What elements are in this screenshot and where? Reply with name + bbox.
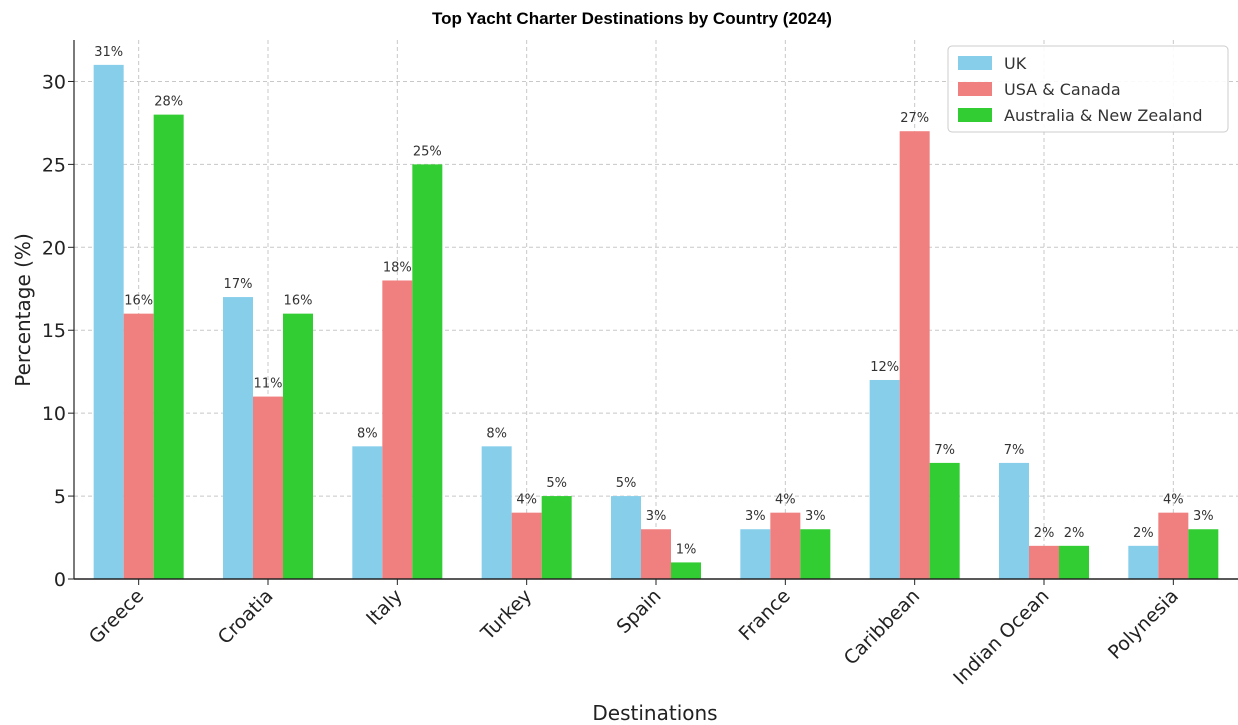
bar: [352, 446, 383, 579]
x-axis-label: Destinations: [592, 701, 717, 725]
y-tick-label: 30: [42, 71, 66, 93]
axes: 0 5 10 15 20 25 30 Greece Croatia Italy Turkey Spai…: [42, 40, 1238, 689]
legend-swatch: [958, 56, 992, 70]
bar: [93, 64, 124, 579]
data-label: 3%: [646, 509, 667, 524]
bar: [541, 496, 572, 579]
y-tick-label: 10: [42, 403, 66, 425]
bar: [382, 280, 413, 579]
bar: [481, 446, 512, 579]
x-tick-label: Caribbean: [840, 585, 924, 669]
data-label: 7%: [934, 443, 955, 458]
data-label: 16%: [284, 294, 313, 309]
y-tick-label: 5: [54, 486, 66, 508]
bar: [999, 462, 1029, 579]
bar: [153, 114, 184, 579]
bar: [800, 529, 831, 579]
x-tick-label: Croatia: [214, 585, 278, 649]
legend-label: Australia & New Zealand: [1004, 106, 1203, 125]
data-label: 25%: [413, 144, 442, 159]
bar: [1128, 545, 1159, 579]
bar: [511, 512, 542, 579]
bar: [223, 297, 253, 579]
legend-label: USA & Canada: [1004, 80, 1121, 99]
data-label: 2%: [1133, 526, 1154, 541]
bar: [1188, 529, 1219, 579]
x-tick-label: Italy: [362, 585, 407, 630]
legend-box: [947, 45, 1229, 133]
bar: [283, 313, 313, 579]
data-label: 8%: [357, 426, 378, 441]
bar: [671, 562, 701, 579]
data-label: 11%: [254, 377, 283, 392]
bar: [641, 529, 671, 579]
data-labels: 31% 16% 28% 17% 11% 16% 8% 18% 25% 8% 4% 5% 5% 3% 1% 3%…: [94, 45, 1213, 558]
bar: [611, 496, 641, 579]
bar: [869, 379, 900, 579]
data-label: 1%: [676, 542, 697, 557]
y-axis-label: Percentage (%): [11, 233, 35, 386]
legend-swatch: [958, 108, 992, 122]
bar: [412, 164, 443, 579]
data-label: 3%: [745, 509, 766, 524]
x-tick-label: Polynesia: [1104, 585, 1183, 664]
chart-title: Top Yacht Charter Destinations by Countr…: [432, 9, 832, 28]
data-label: 4%: [1163, 493, 1184, 508]
bar: [770, 512, 801, 579]
data-label: 4%: [775, 493, 796, 508]
data-label: 16%: [124, 294, 153, 309]
data-label: 17%: [224, 277, 253, 292]
y-tick-label: 15: [42, 320, 66, 342]
x-tick-label: Spain: [612, 585, 665, 638]
data-label: 27%: [900, 111, 929, 126]
bars: [93, 64, 1219, 579]
bar: [1029, 545, 1059, 579]
x-tick-label: Indian Ocean: [949, 585, 1053, 689]
bar: [929, 462, 960, 579]
data-label: 3%: [1193, 509, 1214, 524]
data-label: 31%: [94, 45, 123, 60]
bar: [899, 131, 930, 579]
data-label: 8%: [486, 426, 507, 441]
data-label: 5%: [546, 476, 567, 491]
bar: [740, 529, 771, 579]
y-tick-label: 20: [42, 237, 66, 259]
x-tick-label: Turkey: [476, 585, 536, 645]
data-label: 12%: [870, 360, 899, 375]
data-label: 4%: [516, 493, 537, 508]
legend-swatch: [958, 82, 992, 96]
bar: [1158, 512, 1189, 579]
x-tick-label: Greece: [85, 585, 148, 648]
data-label: 3%: [805, 509, 826, 524]
y-tick-label: 0: [54, 569, 66, 591]
data-label: 5%: [616, 476, 637, 491]
data-label: 2%: [1034, 526, 1055, 541]
data-label: 7%: [1004, 443, 1025, 458]
x-tick-label: France: [735, 585, 795, 645]
legend-label: UK: [1004, 54, 1027, 73]
data-label: 18%: [383, 260, 412, 275]
legend: UK USA & Canada Australia & New Zealand: [947, 45, 1229, 133]
bar: [1059, 545, 1089, 579]
bar: [123, 313, 154, 579]
data-label: 2%: [1064, 526, 1085, 541]
bar: [253, 396, 283, 579]
y-tick-label: 25: [42, 154, 66, 176]
data-label: 28%: [154, 95, 183, 110]
